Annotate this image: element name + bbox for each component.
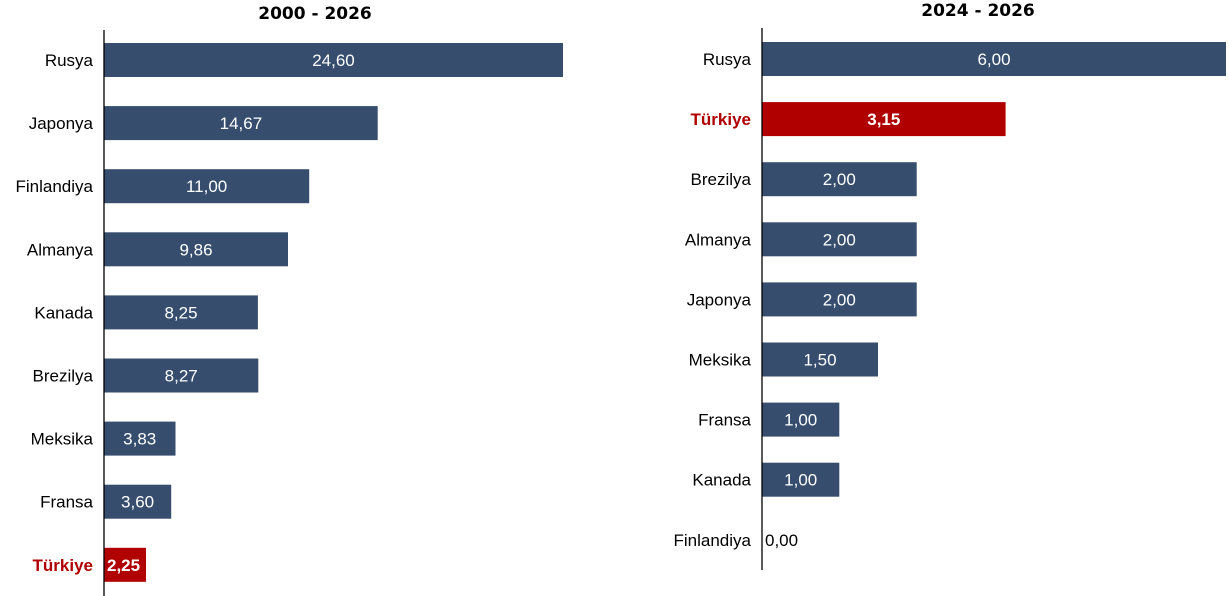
data-label: 24,60 [312, 51, 355, 70]
data-label: 8,25 [164, 303, 197, 322]
category-label: Türkiye [691, 110, 751, 129]
bar-brezilya [762, 162, 917, 197]
category-label: Brezilya [691, 170, 752, 189]
data-label: 0,00 [765, 531, 798, 550]
bar-rusya [762, 42, 1226, 76]
chart-panel-2024-2026: 2024 - 2026 Rusya 6,00 Türkiye 3,15 Brezilya… [674, 1, 1226, 570]
category-label: Japonya [687, 290, 752, 309]
bar-kanada [104, 295, 258, 330]
category-label: Japonya [29, 114, 94, 133]
data-label: 2,00 [823, 290, 856, 309]
bar-meksika [762, 342, 878, 377]
data-label: 3,15 [867, 110, 900, 129]
data-label: 2,00 [823, 170, 856, 189]
data-label: 11,00 [186, 177, 227, 196]
category-label: Finlandiya [674, 531, 752, 550]
data-label: 14,67 [220, 114, 263, 133]
bar-t-rkiye [762, 102, 1006, 137]
data-label: 1,00 [784, 471, 817, 490]
category-label: Kanada [692, 471, 751, 490]
category-label: Brezilya [33, 367, 94, 386]
category-label: Finlandiya [16, 177, 94, 196]
category-label: Rusya [45, 51, 94, 70]
data-label: 3,83 [123, 430, 156, 449]
bar-fransa [104, 484, 172, 519]
bar-japonya [104, 106, 378, 141]
data-label: 1,00 [784, 411, 817, 430]
bar-kanada [762, 462, 840, 497]
bar-almanya [104, 232, 288, 267]
data-label: 9,86 [179, 240, 212, 259]
bar-rusya [104, 43, 563, 77]
category-label: Kanada [34, 303, 93, 322]
bar-brezilya [104, 358, 259, 393]
data-label: 3,60 [121, 493, 154, 512]
bar-japonya [762, 282, 917, 317]
bar-meksika [104, 421, 176, 456]
data-label: 2,00 [823, 230, 856, 249]
category-label: Almanya [685, 230, 752, 249]
chart-title: 2024 - 2026 [921, 1, 1035, 21]
category-label: Rusya [703, 50, 752, 69]
category-label: Fransa [40, 493, 93, 512]
category-label: Türkiye [33, 556, 93, 575]
category-label: Meksika [31, 430, 94, 449]
category-label: Meksika [689, 351, 752, 370]
data-label: 6,00 [977, 50, 1010, 69]
data-label: 1,50 [803, 351, 836, 370]
bar-fransa [762, 402, 840, 437]
category-label: Fransa [698, 411, 751, 430]
chart-title: 2000 - 2026 [258, 4, 372, 24]
category-label: Almanya [27, 240, 94, 259]
data-label: 2,25 [107, 556, 140, 575]
bar-almanya [762, 222, 917, 257]
bar-t-rkiye [104, 547, 146, 582]
bar-finlandiya [104, 169, 310, 204]
data-label: 8,27 [165, 367, 198, 386]
chart-panel-2000-2026: 2000 - 2026 Rusya 24,60 Japonya 14,67 Finlan… [16, 4, 563, 596]
